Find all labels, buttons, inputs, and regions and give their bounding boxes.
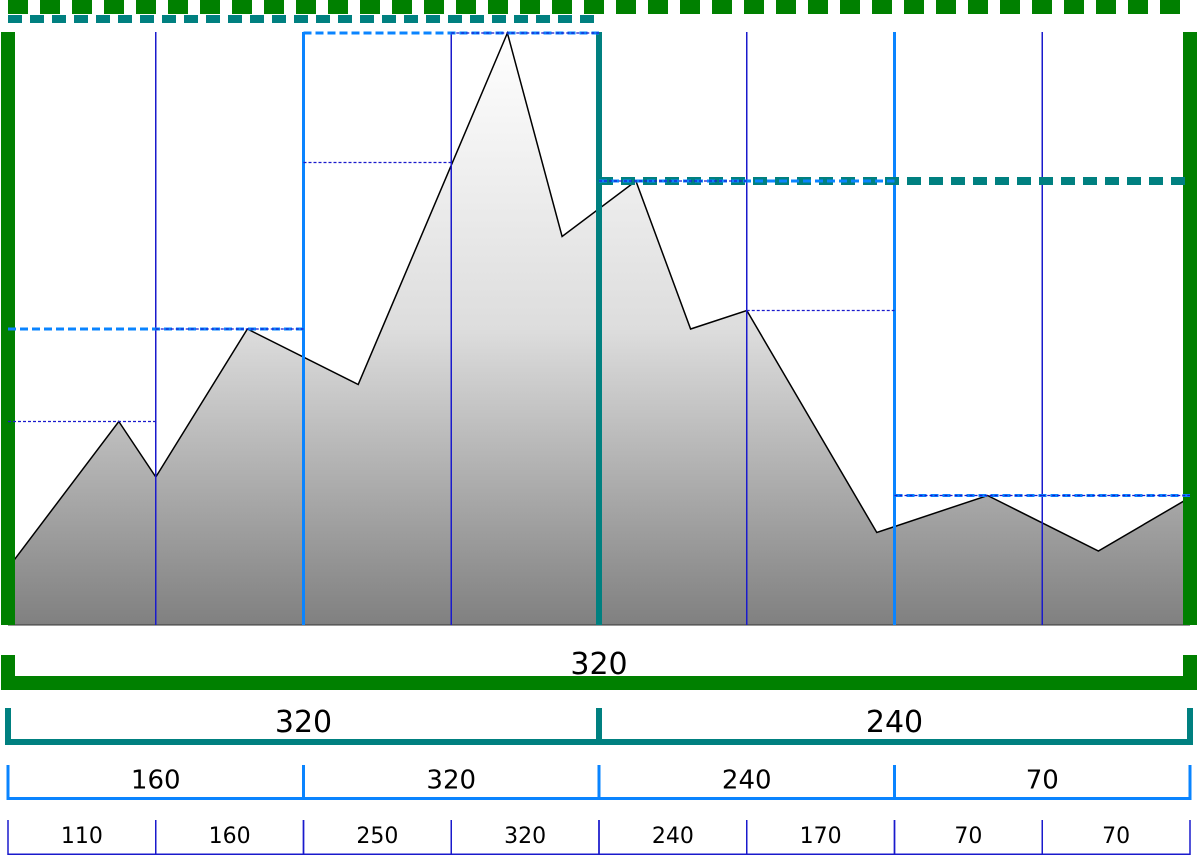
level-label: 320 bbox=[275, 705, 332, 740]
level-label: 240 bbox=[652, 824, 694, 849]
level-label: 160 bbox=[131, 766, 181, 796]
level-label: 240 bbox=[722, 766, 772, 796]
level-label: 70 bbox=[1102, 824, 1130, 849]
level-label: 250 bbox=[356, 824, 398, 849]
level-label: 320 bbox=[504, 824, 546, 849]
level-label: 70 bbox=[1026, 766, 1059, 796]
level-label: 170 bbox=[800, 824, 842, 849]
level-label: 320 bbox=[426, 766, 476, 796]
level-label: 70 bbox=[954, 824, 982, 849]
level-label: 160 bbox=[209, 824, 251, 849]
level-label: 320 bbox=[570, 647, 627, 682]
level-label: 110 bbox=[61, 824, 103, 849]
level-label: 240 bbox=[866, 705, 923, 740]
